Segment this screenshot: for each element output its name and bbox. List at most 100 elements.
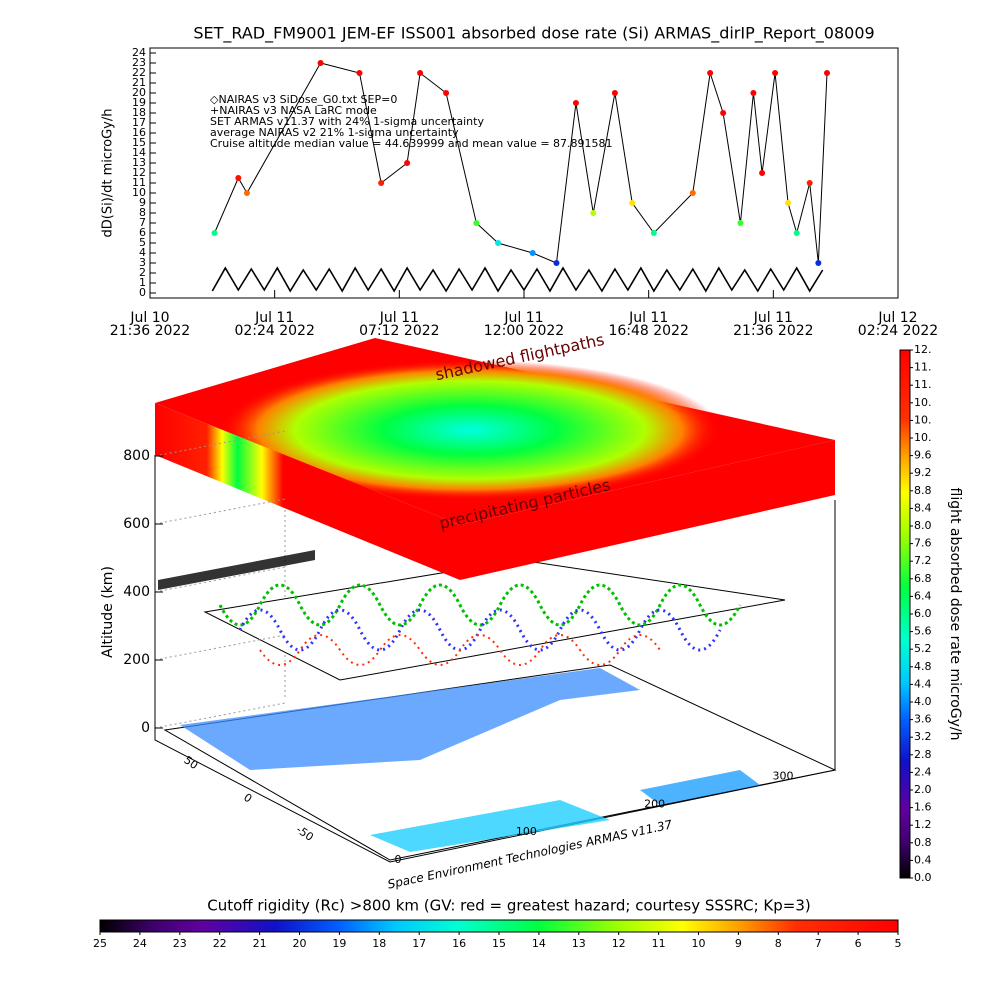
colorbar-tick-label: 11 xyxy=(652,937,666,950)
data-point xyxy=(553,260,560,266)
data-point xyxy=(317,60,324,66)
colorbar-tick-label: 20 xyxy=(293,937,307,950)
slab-side xyxy=(460,440,835,580)
colorbar-tick-label: 19 xyxy=(332,937,346,950)
y-tick-label: 15 xyxy=(132,136,146,149)
colorbar-tick-label: 24 xyxy=(133,937,147,950)
y-tick-label: 11 xyxy=(132,176,146,189)
colorbar-tick-label: 0.0 xyxy=(914,871,932,884)
data-point xyxy=(378,180,385,186)
map-land xyxy=(180,668,640,770)
x-tick-label: 02:24 2022 xyxy=(234,323,314,339)
data-point xyxy=(629,200,636,206)
colorbar-tick-label: 10 xyxy=(692,937,706,950)
colorbar-tick-label: 4.0 xyxy=(914,695,932,708)
colorbar-tick-label: 8.0 xyxy=(914,519,932,532)
data-point xyxy=(211,230,218,236)
grid-line xyxy=(154,634,286,661)
data-point xyxy=(720,110,727,116)
colorbar-tick-label: 1.6 xyxy=(914,801,932,814)
legend-text: +NAIRAS v3 NASA LaRC mode xyxy=(210,104,377,117)
y-tick-label: 1 xyxy=(139,276,146,289)
colorbar-tick-label: 3.6 xyxy=(914,713,932,726)
grid-line xyxy=(154,498,286,525)
y-tick-label: 13 xyxy=(132,156,146,169)
data-point xyxy=(243,190,250,196)
plot-3d-layout xyxy=(154,338,837,863)
y-tick-label: 21 xyxy=(132,76,146,89)
colorbar-tick-label: 6.4 xyxy=(914,589,932,602)
colorbar-tick-label: 4.8 xyxy=(914,660,932,673)
colorbar xyxy=(899,349,911,879)
colorbar-tick-label: 8.4 xyxy=(914,501,932,514)
colorbar-tick-label: 10. xyxy=(914,431,932,444)
x-tick-label: 07:12 2022 xyxy=(359,323,439,339)
map-land xyxy=(640,770,760,805)
colorbar-tick-label: 17 xyxy=(412,937,426,950)
data-point xyxy=(737,220,744,226)
data-point xyxy=(806,180,813,186)
slab-front xyxy=(155,403,460,580)
data-point xyxy=(572,100,579,106)
shadowed-strip xyxy=(158,550,315,590)
colorbar-tick-label: 7.2 xyxy=(914,554,932,567)
slab-top-field xyxy=(220,360,720,500)
plot-frame xyxy=(149,47,899,299)
y-tick-label: 24 xyxy=(132,46,146,59)
y-tick-label: 17 xyxy=(132,116,146,129)
y-tick-label: 14 xyxy=(132,146,146,159)
grid-line xyxy=(154,430,286,457)
data-point xyxy=(824,70,831,76)
colorbar-tick-label: 0.4 xyxy=(914,853,932,866)
lon-tick-label: 100 xyxy=(516,825,537,838)
colorbar-tick-label: 7.6 xyxy=(914,537,932,550)
grid-line xyxy=(154,566,286,593)
colorbar-tick-label: 12. xyxy=(914,343,932,356)
colorbar-tick-label: 11. xyxy=(914,361,932,374)
y-tick-label: 10 xyxy=(132,186,146,199)
x-tick-label: Jul 11 xyxy=(379,310,419,326)
y-tick-label: 16 xyxy=(132,126,146,139)
x-tick-label: Jul 11 xyxy=(503,310,543,326)
x-tick-label: 21:36 2022 xyxy=(733,323,813,339)
x-tick-label: Jul 12 xyxy=(877,310,917,326)
lat-tick-label: 0 xyxy=(241,791,254,806)
z-axis-label: Altitude (km) xyxy=(100,566,116,658)
colorbar-tick-label: 11. xyxy=(914,378,932,391)
x-tick-label: Jul 11 xyxy=(753,310,793,326)
grid-line xyxy=(154,702,286,729)
colorbar-tick-label: 12 xyxy=(612,937,626,950)
legend-text: average NAIRAS v2 21% 1-sigma uncertaint… xyxy=(210,126,459,139)
colorbar-tick-label: 18 xyxy=(372,937,386,950)
colorbar-tick-label: 2.4 xyxy=(914,765,932,778)
z-tick-label: 600 xyxy=(123,516,150,532)
data-point xyxy=(750,90,757,96)
y-tick-label: 12 xyxy=(132,166,146,179)
colorbar-tick-label: 0.8 xyxy=(914,836,932,849)
data-point xyxy=(404,160,411,166)
colorbar-tick-label: 15 xyxy=(492,937,506,950)
y-tick-label: 3 xyxy=(139,256,146,269)
colorbar-tick-label: 9.2 xyxy=(914,466,932,479)
y-tick-label: 9 xyxy=(139,196,146,209)
colorbar-tick-label: 6.8 xyxy=(914,572,932,585)
chart-title: SET_RAD_FM9001 JEM-EF ISS001 absorbed do… xyxy=(193,24,874,44)
colorbar-label: Cutoff rigidity (Rc) >800 km (GV: red = … xyxy=(207,897,810,915)
legend-text: SET ARMAS v11.37 with 24% 1-sigma uncert… xyxy=(210,115,484,128)
data-point xyxy=(707,70,714,76)
y-tick-label: 5 xyxy=(139,236,146,249)
z-tick-label: 800 xyxy=(123,448,150,464)
z-tick-label: 200 xyxy=(123,652,150,668)
x-tick-label: 02:24 2022 xyxy=(858,323,938,339)
lon-tick-label: 0 xyxy=(395,853,402,866)
data-point xyxy=(772,70,779,76)
y-tick-label: 19 xyxy=(132,96,146,109)
colorbar-tick-label: 10. xyxy=(914,413,932,426)
y-tick-label: 6 xyxy=(139,226,146,239)
data-point xyxy=(759,170,766,176)
colorbar xyxy=(99,919,899,933)
colorbar-tick-label: 8.8 xyxy=(914,484,932,497)
colorbar-tick-label: 10. xyxy=(914,396,932,409)
colorbar-tick-label: 21 xyxy=(253,937,267,950)
